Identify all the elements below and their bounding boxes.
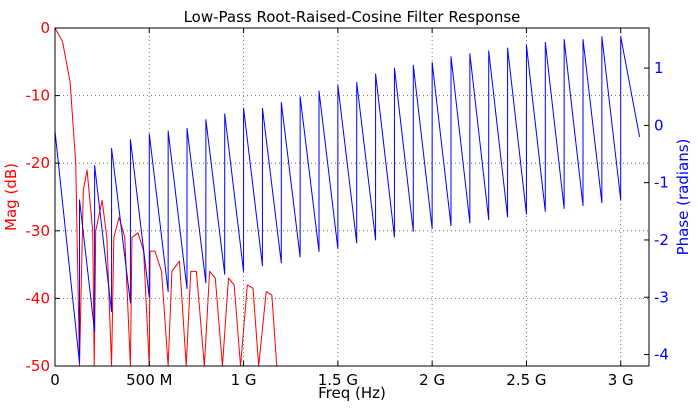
y-right-tick-label: -2: [654, 231, 669, 249]
y-right-tick-label: 0: [654, 116, 664, 134]
x-tick-label: 500 M: [126, 371, 172, 389]
y-right-tick-label: -1: [654, 174, 669, 192]
y-left-tick-label: -30: [26, 222, 51, 240]
x-axis-label: Freq (Hz): [318, 384, 386, 402]
phase-series-line: [55, 36, 641, 364]
x-tick-label: 1 G: [231, 371, 257, 389]
magnitude-series-line: [55, 28, 278, 366]
y-left-tick-label: -10: [26, 87, 51, 105]
y-right-axis-label: Phase (radians): [674, 139, 692, 256]
y-left-tick-label: -50: [26, 357, 51, 375]
x-tick-label: 0: [50, 371, 60, 389]
x-tick-label: 1.5 G: [318, 371, 358, 389]
y-right-tick-label: 1: [654, 59, 664, 77]
series-layer: [55, 28, 641, 366]
chart-title: Low-Pass Root-Raised-Cosine Filter Respo…: [184, 8, 521, 26]
y-left-tick-label: -20: [26, 154, 51, 172]
y-left-axis-label: Mag (dB): [2, 163, 20, 231]
y-left-tick-label: -40: [26, 289, 51, 307]
y-left-tick-label: 0: [40, 19, 50, 37]
grid-layer: [55, 28, 649, 366]
plot-frame: [54, 27, 650, 367]
x-tick-label: 3 G: [608, 371, 634, 389]
y-right-tick-label: -3: [654, 288, 669, 306]
y-right-tick-label: -4: [654, 346, 669, 364]
x-tick-label: 2 G: [419, 371, 445, 389]
x-tick-label: 2.5 G: [506, 371, 546, 389]
